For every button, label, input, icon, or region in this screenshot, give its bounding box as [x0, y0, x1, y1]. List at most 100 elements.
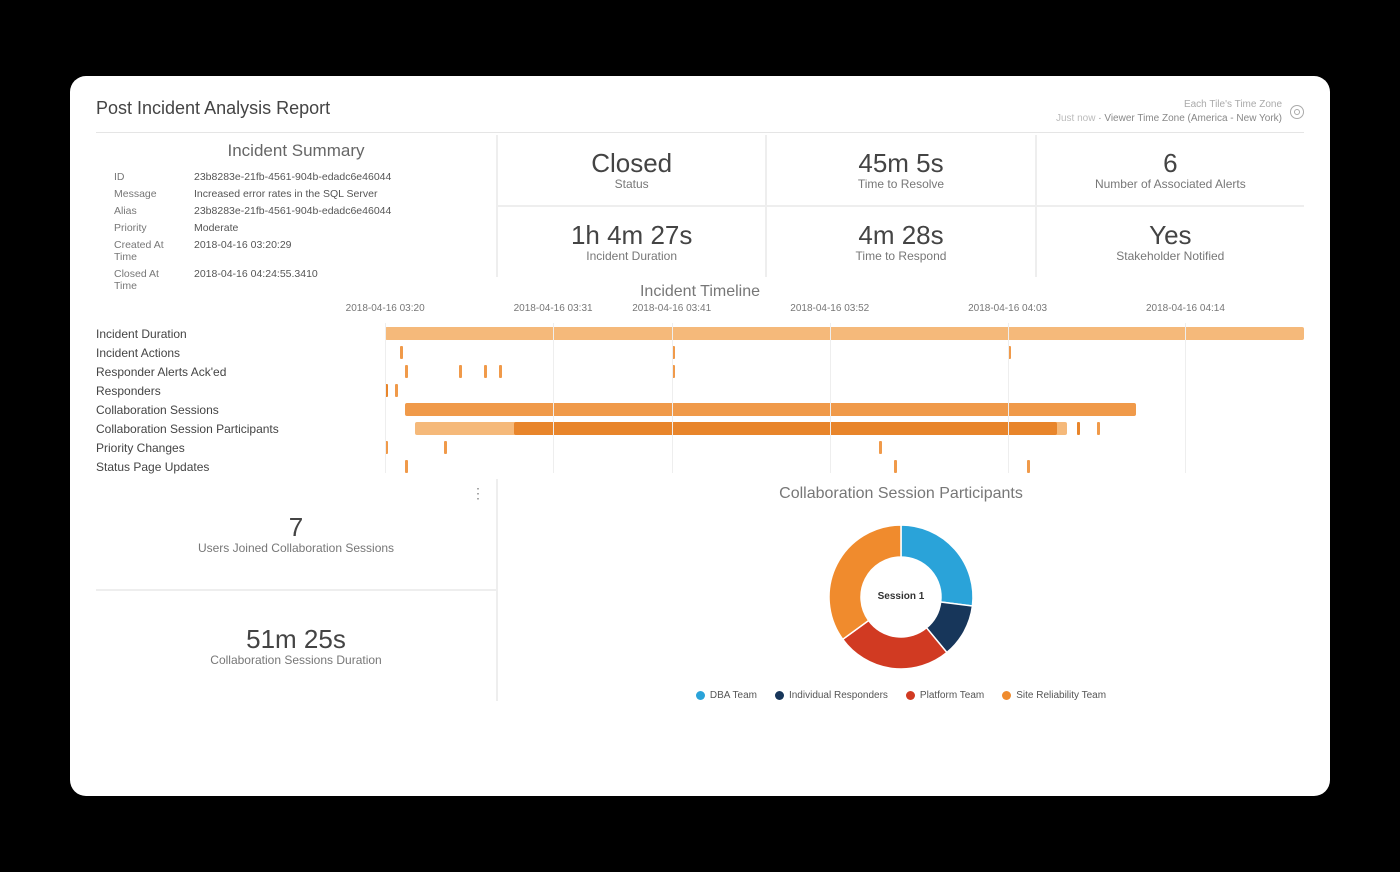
gridline [385, 323, 386, 473]
metric-tile: 45m 5sTime to Resolve [767, 135, 1034, 205]
summary-val: Increased error rates in the SQL Server [190, 186, 482, 201]
axis-tick: 2018-04-16 04:03 [968, 303, 1047, 314]
bottom-grid: ⋮ 7 Users Joined Collaboration Sessions … [96, 479, 1304, 701]
metric-value: 4m 28s [858, 221, 943, 250]
summary-val: 2018-04-16 04:24:55.3410 [190, 266, 482, 293]
timeline-mark [459, 365, 462, 378]
timeline-mark [879, 441, 882, 454]
axis-tick: 2018-04-16 03:52 [790, 303, 869, 314]
gear-icon[interactable] [1290, 105, 1304, 119]
legend-swatch [696, 691, 705, 700]
timeline-row [316, 439, 1304, 458]
timeline-mark [1097, 422, 1100, 435]
axis-tick: 2018-04-16 03:20 [346, 303, 425, 314]
summary-val: Moderate [190, 220, 482, 235]
report-window: Post Incident Analysis Report Each Tile'… [70, 76, 1330, 796]
legend-swatch [906, 691, 915, 700]
timeline-bar [405, 403, 1136, 416]
page-title: Post Incident Analysis Report [96, 98, 330, 119]
timeline-row-label: Incident Actions [96, 344, 306, 363]
timeline-row [316, 382, 1304, 401]
metric-tile: 1h 4m 27sIncident Duration [498, 207, 765, 277]
timeline-mark [484, 365, 487, 378]
donut-slice[interactable] [829, 525, 901, 639]
summary-row: Created At Time2018-04-16 03:20:29 [110, 237, 482, 264]
summary-key: Message [110, 186, 188, 201]
summary-key: Priority [110, 220, 188, 235]
timeline-row [316, 458, 1304, 477]
timeline-row-label: Responders [96, 382, 306, 401]
timeline-row-labels: Incident DurationIncident Actions Respond… [96, 325, 306, 477]
sessions-duration-value: 51m 25s [246, 625, 346, 654]
header: Post Incident Analysis Report Each Tile'… [96, 98, 1304, 133]
metric-value: 1h 4m 27s [571, 221, 692, 250]
metric-tile: YesStakeholder Notified [1037, 207, 1304, 277]
metric-label: Number of Associated Alerts [1095, 177, 1246, 191]
summary-row: MessageIncreased error rates in the SQL … [110, 186, 482, 201]
timeline-mark [1027, 460, 1030, 473]
timeline-row-label: Collaboration Session Participants [96, 420, 306, 439]
metric-label: Incident Duration [586, 249, 677, 263]
metric-label: Status [615, 177, 649, 191]
header-meta: Each Tile's Time Zone Just now · Viewer … [1056, 98, 1304, 126]
timeline-mark [894, 460, 897, 473]
gridline [830, 323, 831, 473]
legend-item[interactable]: Site Reliability Team [1002, 690, 1106, 701]
gridline [553, 323, 554, 473]
timeline-mark [1077, 422, 1080, 435]
summary-row: ID23b8283e-21fb-4561-904b-edadc6e46044 [110, 169, 482, 184]
top-metrics-grid: Incident Summary ID23b8283e-21fb-4561-90… [96, 135, 1304, 277]
metric-label: Time to Resolve [858, 177, 944, 191]
donut-title: Collaboration Session Participants [779, 485, 1023, 503]
sessions-duration-tile: 51m 25s Collaboration Sessions Duration [96, 591, 496, 701]
legend-swatch [775, 691, 784, 700]
metric-label: Time to Respond [856, 249, 947, 263]
summary-key: ID [110, 169, 188, 184]
users-joined-tile: ⋮ 7 Users Joined Collaboration Sessions [96, 479, 496, 589]
timeline-row-label: Status Page Updates [96, 458, 306, 477]
metric-value: 6 [1163, 149, 1177, 178]
timeline-bar [385, 327, 1304, 340]
refresh-time: Just now [1056, 113, 1095, 124]
timeline-chart: 2018-04-16 03:20 2018-04-16 03:31 2018-04-… [316, 303, 1304, 473]
legend-item[interactable]: Individual Responders [775, 690, 888, 701]
timeline-mark [395, 384, 398, 397]
timeline-row [316, 363, 1304, 382]
gridline [1008, 323, 1009, 473]
metric-value: Closed [591, 149, 672, 178]
legend-label: Individual Responders [789, 690, 888, 701]
metric-tile: 4m 28sTime to Respond [767, 207, 1034, 277]
users-joined-label: Users Joined Collaboration Sessions [198, 541, 394, 555]
timeline-row-label: Collaboration Sessions [96, 401, 306, 420]
tz-scope[interactable]: Each Tile's Time Zone [1056, 98, 1282, 112]
axis-tick: 2018-04-16 03:31 [514, 303, 593, 314]
summary-val: 23b8283e-21fb-4561-904b-edadc6e46044 [190, 203, 482, 218]
legend-label: Platform Team [920, 690, 984, 701]
timeline-bar [514, 422, 1057, 435]
legend-label: DBA Team [710, 690, 757, 701]
timeline-row [316, 401, 1304, 420]
summary-row: PriorityModerate [110, 220, 482, 235]
timeline-row-label: Priority Changes [96, 439, 306, 458]
metric-value: 45m 5s [858, 149, 943, 178]
timeline-row [316, 325, 1304, 344]
metric-value: Yes [1149, 221, 1191, 250]
donut-legend: DBA Team Individual Responders Platform Te… [696, 690, 1106, 701]
summary-row: Alias23b8283e-21fb-4561-904b-edadc6e4604… [110, 203, 482, 218]
timeline-mark [405, 460, 408, 473]
gridline [1185, 323, 1186, 473]
timeline-mark [444, 441, 447, 454]
summary-row: Closed At Time2018-04-16 04:24:55.3410 [110, 266, 482, 293]
legend-item[interactable]: DBA Team [696, 690, 757, 701]
axis-tick: 2018-04-16 04:14 [1146, 303, 1225, 314]
gridline [672, 323, 673, 473]
metric-tile: 6Number of Associated Alerts [1037, 135, 1304, 205]
participants-donut-tile: Collaboration Session Participants Sessi… [498, 479, 1304, 701]
timeline-row-label: Incident Duration [96, 325, 306, 344]
legend-item[interactable]: Platform Team [906, 690, 984, 701]
tile-menu-icon[interactable]: ⋮ [471, 485, 486, 502]
tz-value[interactable]: Viewer Time Zone (America - New York) [1104, 113, 1282, 124]
summary-val: 23b8283e-21fb-4561-904b-edadc6e46044 [190, 169, 482, 184]
incident-summary-tile: Incident Summary ID23b8283e-21fb-4561-90… [96, 135, 496, 277]
summary-val: 2018-04-16 03:20:29 [190, 237, 482, 264]
